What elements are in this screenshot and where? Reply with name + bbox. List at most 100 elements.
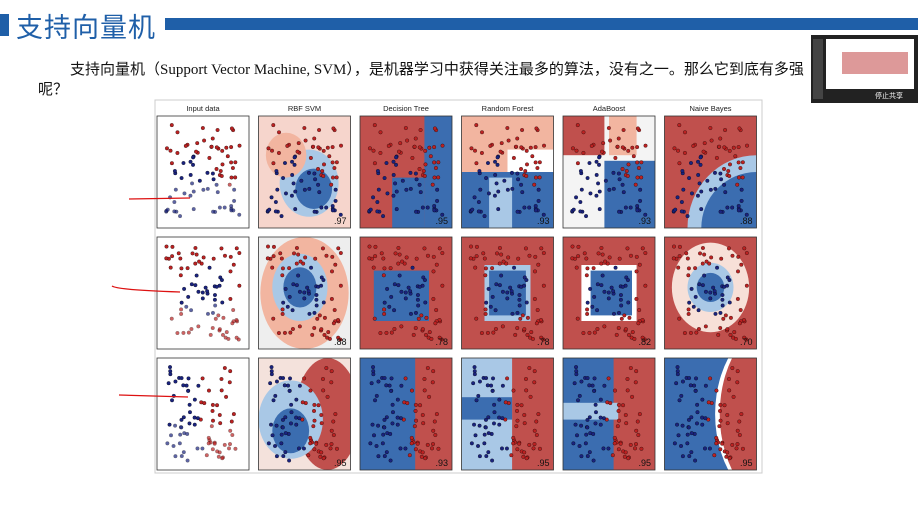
sample-point [606,126,611,130]
sample-point [720,441,725,446]
sample-point [735,428,740,433]
sample-point [381,432,386,437]
share-label[interactable]: 停止共享 [875,91,903,100]
sample-point [408,170,413,175]
sample-point [527,366,532,371]
sample-point [698,251,702,256]
sample-point [279,214,284,219]
sample-point [486,450,491,455]
sample-point [201,187,206,192]
sample-point [745,143,749,148]
sample-point [271,398,276,403]
sample-point [373,398,377,403]
sample-point [634,254,639,259]
sample-point [524,246,528,251]
sample-point [436,160,441,165]
sample-point [612,441,617,446]
sample-point [265,256,270,261]
sample-point [737,321,742,326]
sample-point [179,266,184,271]
sample-point [314,303,319,308]
sample-point [708,290,713,295]
sample-point [616,402,621,407]
sample-point [319,421,324,426]
sample-point [680,169,685,173]
sample-point [330,160,335,165]
sample-point [527,442,532,447]
sample-point [288,376,292,381]
sample-point [514,144,519,149]
sample-point [509,453,514,458]
panel-border [461,115,554,229]
sample-point [730,366,735,371]
sample-point [689,286,694,291]
sample-point [574,265,579,270]
sample-point [283,286,288,291]
sample-point [677,254,682,259]
sample-point [718,326,723,330]
sample-point [179,312,184,316]
sample-point [195,141,200,146]
sample-point [294,415,299,420]
sample-point [286,383,291,388]
sample-point [395,415,400,420]
score: .95 [638,458,651,468]
sample-point [184,383,189,388]
sample-point [172,169,177,173]
sample-point [227,446,231,451]
sample-point [506,138,511,143]
sample-point [331,419,336,424]
sample-point [630,394,635,399]
decision-region [258,237,351,349]
sample-point [303,255,308,260]
sample-point [164,244,169,249]
sample-point [420,327,425,332]
sample-point [285,143,290,148]
sample-point [227,182,232,187]
sample-point [322,315,327,320]
sample-point [511,435,516,440]
sample-point [228,297,233,301]
sample-point [579,379,584,384]
sample-point [399,324,404,329]
sample-point [384,450,389,455]
sample-point [727,278,732,283]
sample-point [585,300,590,305]
sample-point [199,400,204,405]
sample-point [686,273,691,278]
sample-point [321,278,326,283]
sample-point [216,454,221,459]
sample-point [213,316,218,321]
sample-point [515,447,520,452]
sample-point [630,330,635,335]
sample-point [197,178,202,183]
sample-point [333,412,338,417]
sample-point [610,453,615,458]
sample-point [306,453,311,458]
sample-point [410,155,415,160]
sample-point [573,422,578,427]
sample-point [409,435,414,440]
sample-point [316,403,321,408]
sample-point [713,186,718,191]
sample-point [615,424,620,429]
sample-point [217,205,222,210]
slide-title: 支持向量机 [16,13,156,44]
sample-point [233,446,238,451]
sample-point [228,369,233,374]
sample-point [709,255,714,260]
sample-point [483,425,488,430]
sample-point [735,182,740,187]
sample-point [592,388,597,393]
title-marker [0,14,9,36]
sample-point [697,282,702,287]
sample-point [493,327,498,331]
sample-point [169,316,174,321]
sample-point [521,454,526,459]
sample-point [488,143,493,148]
sample-point [393,181,398,186]
sample-point [373,244,378,249]
sample-point [486,161,490,166]
sample-point [274,379,279,384]
sample-point [280,266,285,271]
